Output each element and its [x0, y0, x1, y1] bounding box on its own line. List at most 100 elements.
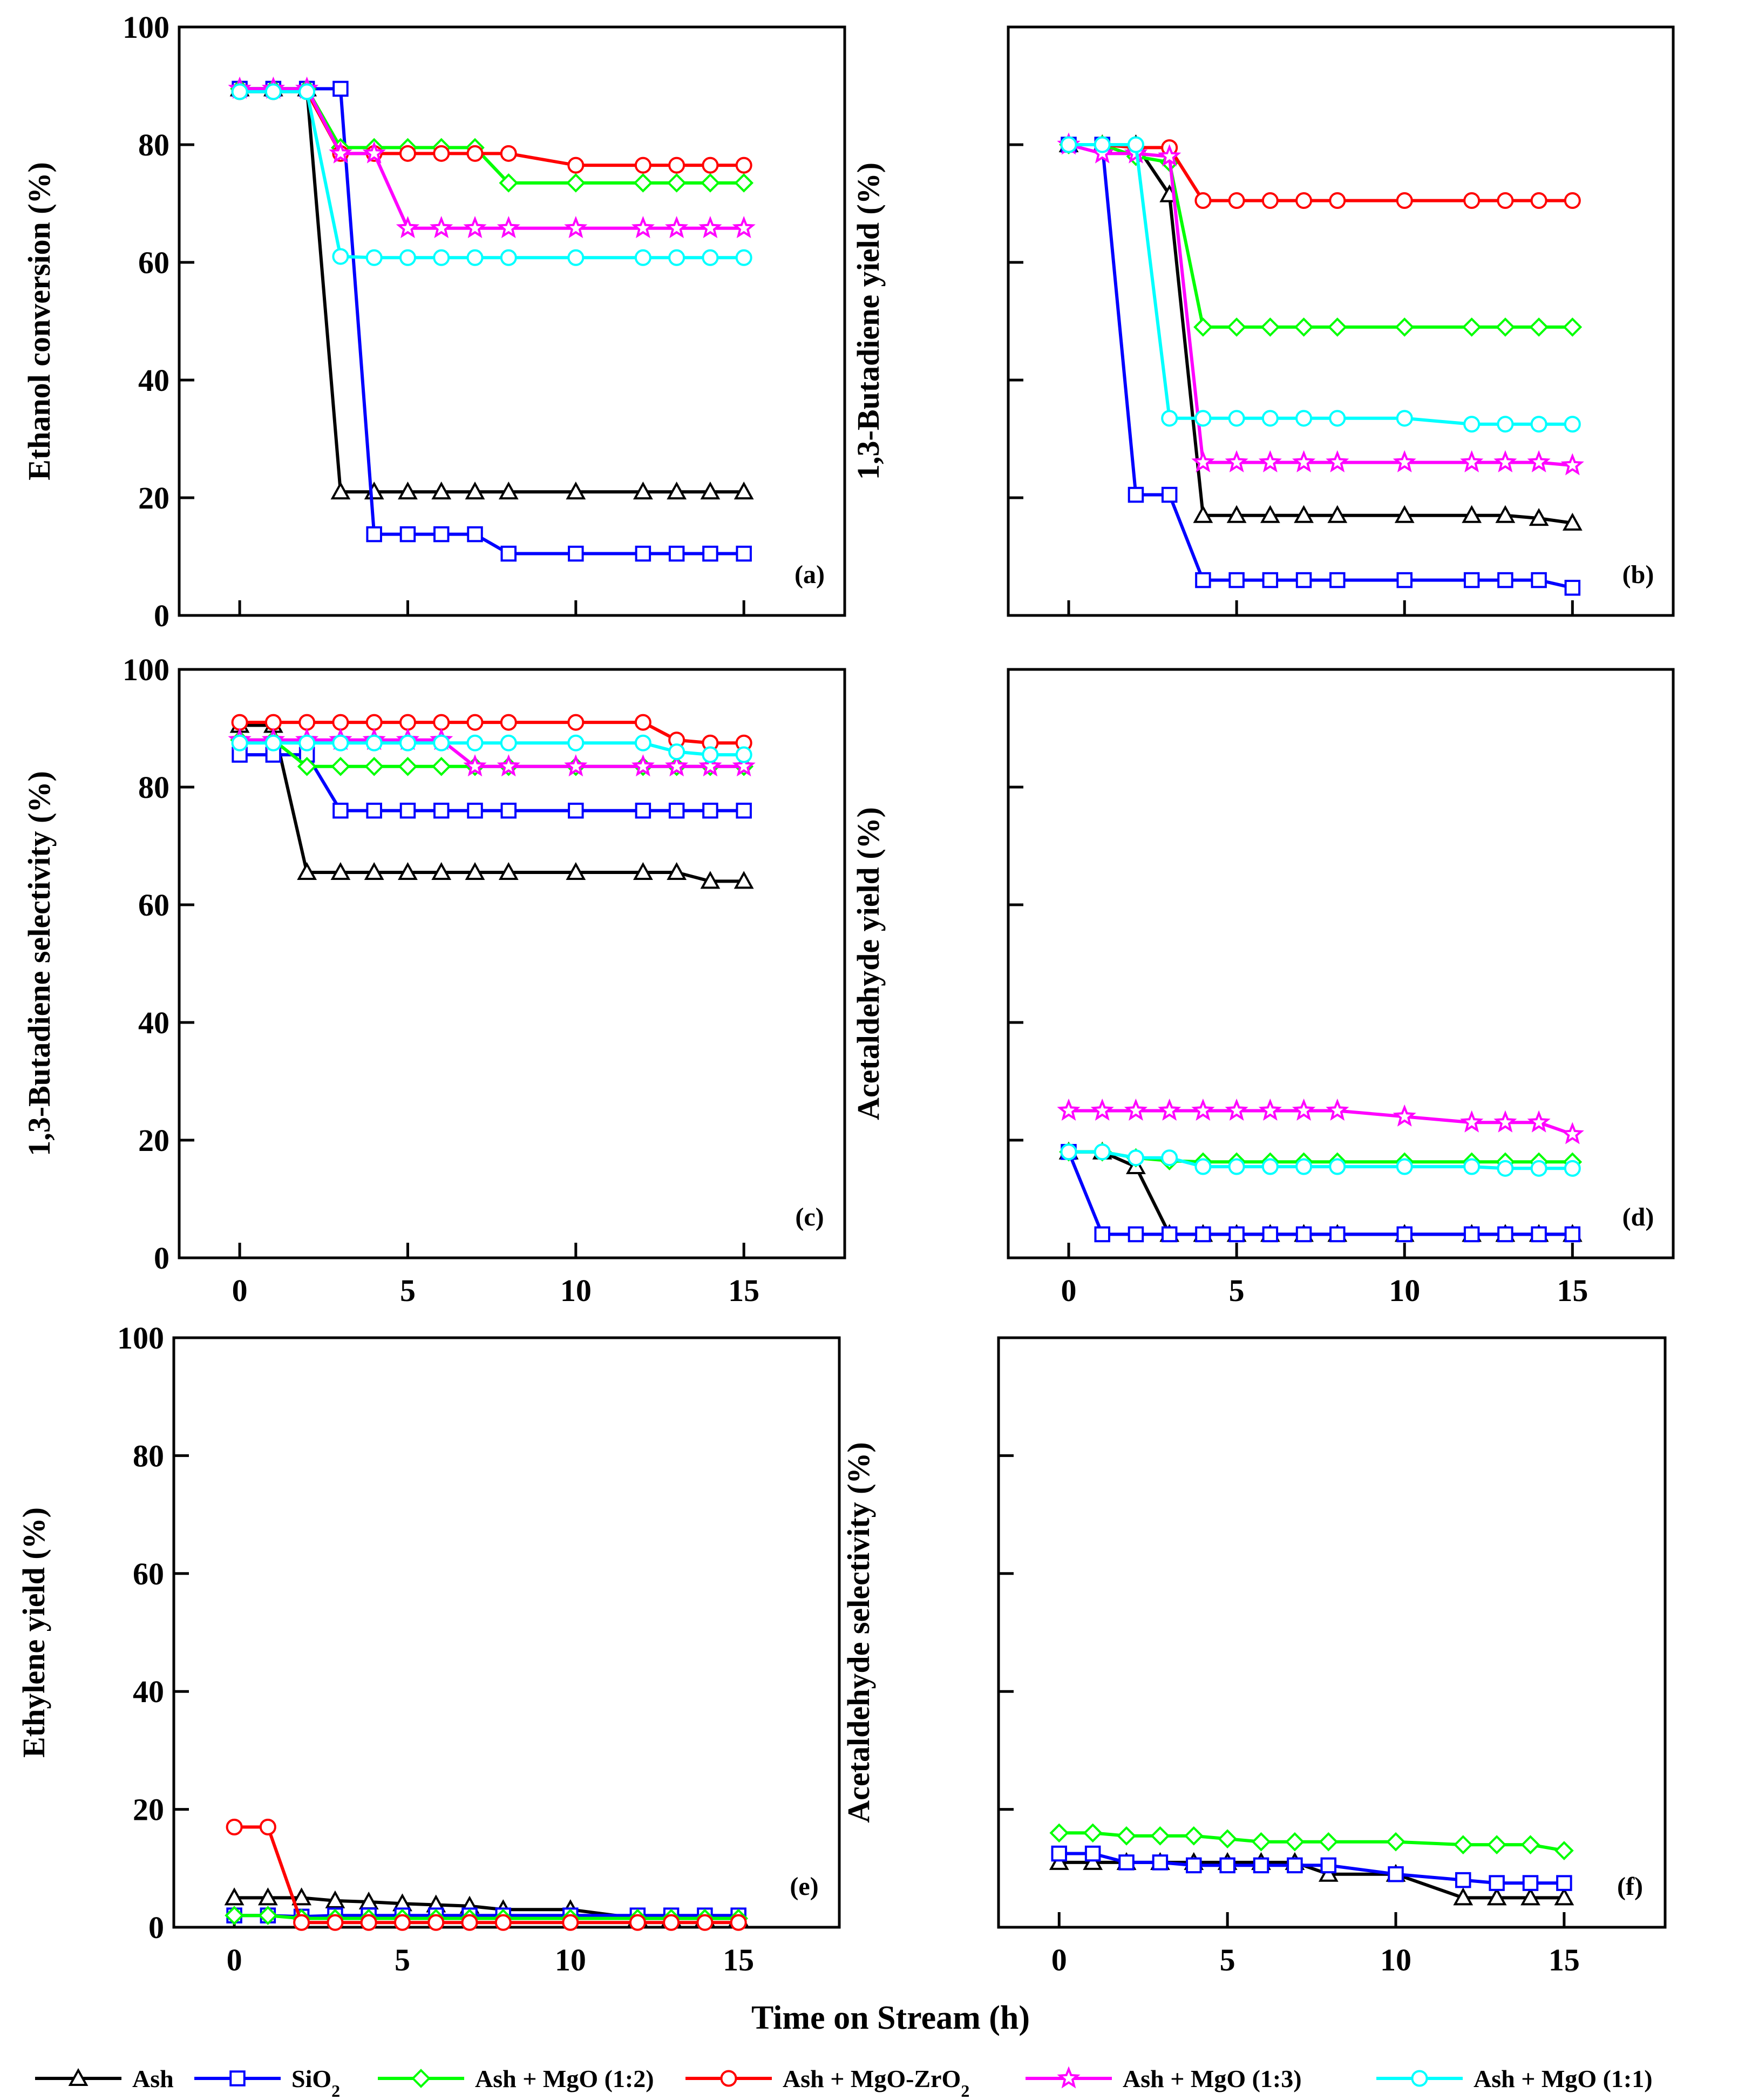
data-point: [264, 83, 282, 100]
data-point: [231, 734, 248, 751]
data-point: [1394, 505, 1415, 523]
data-point: [466, 734, 484, 751]
data-point: [567, 714, 585, 731]
data-point: [1191, 450, 1215, 473]
series-line: [240, 741, 744, 757]
series-sio2: [232, 747, 752, 819]
data-point: [1057, 2066, 1081, 2089]
data-point: [291, 1887, 312, 1906]
data-point: [365, 714, 383, 731]
data-point: [1396, 1158, 1413, 1175]
data-point: [433, 802, 450, 819]
data-point: [1463, 1158, 1481, 1175]
data-point: [1530, 192, 1547, 209]
data-point: [259, 1818, 276, 1835]
data-point: [1327, 505, 1348, 523]
data-point: [1329, 1158, 1346, 1175]
series-ash-mgo-1-3-: [1057, 1098, 1584, 1144]
data-point: [1161, 1149, 1178, 1167]
legend-item: Ash: [35, 2065, 174, 2092]
data-point: [634, 734, 651, 751]
x-tick-label: 15: [728, 1273, 759, 1308]
y-tick-label: 40: [138, 1005, 169, 1040]
data-point: [1194, 410, 1212, 427]
series-sio2: [1051, 1845, 1572, 1891]
y-tick-label: 60: [138, 888, 169, 923]
series-sio2: [1061, 1144, 1581, 1243]
data-point: [1258, 450, 1282, 473]
x-tick-label: 5: [1229, 1273, 1245, 1308]
y-tick-label: 40: [133, 1674, 164, 1709]
data-point: [467, 802, 483, 819]
data-point: [366, 526, 382, 543]
data-point: [1497, 1226, 1513, 1243]
data-point: [1522, 1875, 1539, 1891]
data-point: [1463, 1226, 1480, 1243]
data-point: [399, 249, 416, 266]
panel-d: 0 5 10 15 Acetaldehyde yield (%) (d): [851, 668, 1675, 1308]
series-line: [1069, 1150, 1573, 1236]
data-point: [364, 757, 384, 776]
legend-label: Ash + MgO (1:3): [1123, 2065, 1302, 2092]
data-point: [1462, 317, 1482, 337]
y-tick-label: 20: [138, 480, 169, 516]
series-ash-mgo-zro2: [226, 1818, 747, 1931]
data-point: [398, 481, 418, 500]
data-point: [500, 545, 517, 562]
data-point: [1564, 192, 1581, 209]
data-point: [465, 481, 485, 500]
data-point: [1118, 1854, 1135, 1871]
data-point: [433, 734, 450, 751]
y-tick-label: 0: [154, 1241, 169, 1276]
data-point: [1158, 144, 1182, 167]
data-point: [1295, 572, 1312, 588]
data-point: [1295, 1226, 1312, 1243]
panel-label: (c): [795, 1203, 824, 1231]
series-line: [1069, 1109, 1573, 1136]
data-point: [566, 481, 586, 500]
data-point: [297, 757, 317, 776]
panel-label: (b): [1622, 560, 1654, 589]
x-tick-label: 15: [1557, 1273, 1588, 1308]
data-point: [1564, 1226, 1581, 1243]
data-point: [701, 173, 720, 193]
data-point: [431, 757, 451, 776]
data-point: [1051, 1845, 1068, 1862]
data-point: [1320, 1857, 1337, 1874]
y-axis-title: Ethanol conversion (%): [22, 162, 57, 480]
data-point: [633, 862, 653, 880]
series-ash-mgo-zro2: [231, 714, 752, 751]
data-point: [500, 145, 517, 162]
data-point: [1460, 1110, 1484, 1133]
data-point: [1150, 1826, 1170, 1846]
data-point: [332, 248, 349, 265]
data-point: [1225, 1098, 1248, 1121]
legend-item: SiO2: [194, 2065, 340, 2100]
data-point: [1329, 572, 1346, 588]
data-point: [562, 1914, 579, 1931]
data-point: [463, 216, 487, 239]
series-ash-mgo-1-1-: [231, 83, 752, 266]
panel-e: 0 20 40 60 80 100 0 5 10 15 Ethylene yield (%) (e): [16, 1320, 841, 1977]
data-point: [1218, 1829, 1237, 1849]
y-tick-label: 80: [133, 1438, 164, 1473]
legend-item: Ash + MgO (1:3): [1026, 2065, 1302, 2092]
data-point: [1057, 1098, 1081, 1121]
data-point: [264, 734, 282, 751]
data-point: [1295, 192, 1313, 209]
data-point: [1393, 1104, 1416, 1127]
legend-item: Ash + MgO (1:2): [378, 2065, 654, 2092]
data-point: [498, 862, 519, 880]
data-point: [1455, 1872, 1471, 1888]
data-point: [1294, 317, 1314, 337]
plot-frame: [997, 1336, 1667, 1929]
data-point: [399, 802, 416, 819]
series-line: [1069, 143, 1573, 426]
data-point: [399, 145, 416, 162]
data-point: [396, 216, 420, 239]
data-point: [1462, 505, 1482, 523]
data-point: [330, 481, 351, 500]
data-point: [1161, 1226, 1178, 1243]
data-point: [702, 157, 719, 174]
data-point: [668, 249, 685, 266]
